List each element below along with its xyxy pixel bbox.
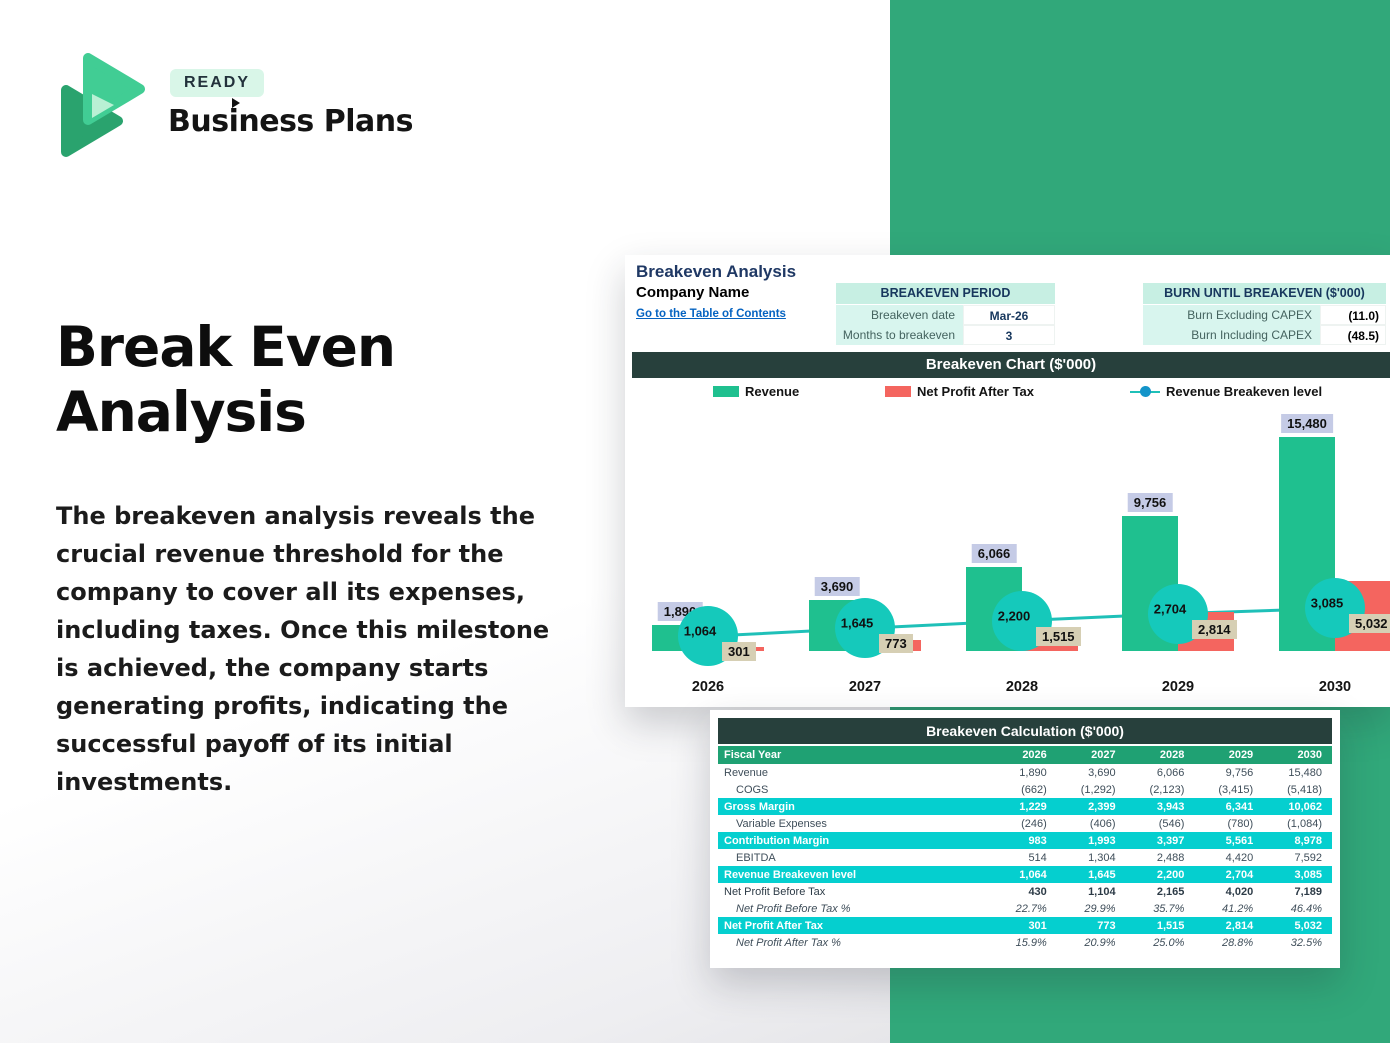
net-profit-swatch-icon — [885, 386, 911, 397]
net-profit-value-label: 2,814 — [1192, 619, 1237, 639]
x-axis-label: 2028 — [1005, 679, 1039, 695]
legend-item-revenue: Revenue — [713, 384, 799, 399]
breakeven-period-table: BREAKEVEN PERIOD Breakeven date Mar-26 M… — [836, 283, 1055, 345]
x-axis-label: 2027 — [848, 679, 882, 695]
net-profit-value-label: 773 — [879, 634, 913, 654]
calc-table-row: Net Profit Before Tax 430 1,104 2,165 4,020 7… — [724, 885, 1322, 898]
burn-incl-capex-label: Burn Including CAPEX — [1143, 325, 1320, 345]
sheet-title: Breakeven Analysis — [636, 262, 797, 281]
breakeven-value-label: 3,085 — [1310, 595, 1344, 611]
burn-incl-capex-value: (48.5) — [1320, 325, 1386, 345]
calc-table-row: Revenue 1,890 3,690 6,066 9,756 15,480 — [724, 766, 1322, 779]
calc-table-row: Net Profit After Tax % 15.9% 20.9% 25.0% 28.… — [736, 936, 1322, 949]
breakeven-chart-card: Breakeven Analysis Company Name Go to th… — [625, 255, 1390, 707]
breakeven-line-swatch-icon — [1130, 386, 1160, 397]
revenue-value-label: 9,756 — [1127, 493, 1173, 513]
net-profit-value-label: 301 — [722, 642, 756, 662]
calc-table-row: Contribution Margin 983 1,993 3,397 5,561 8,9… — [718, 832, 1332, 849]
table-of-contents-link[interactable]: Go to the Table of Contents — [636, 308, 786, 320]
breakeven-date-label: Breakeven date — [836, 305, 963, 325]
page-title: Break Even Analysis — [56, 315, 396, 444]
ready-badge: READY — [170, 69, 265, 97]
breakeven-value-label: 2,704 — [1153, 601, 1187, 617]
net-profit-value-label: 1,515 — [1036, 626, 1081, 646]
revenue-value-label: 15,480 — [1281, 414, 1333, 433]
x-axis-label: 2030 — [1318, 679, 1352, 695]
calc-table-row: EBITDA 514 1,304 2,488 4,420 7,592 — [736, 851, 1322, 864]
breakeven-date-value: Mar-26 — [963, 305, 1055, 325]
x-axis-label: 2029 — [1161, 679, 1195, 695]
legend-label: Revenue Breakeven level — [1166, 384, 1323, 399]
wordmark-play-icon — [232, 98, 240, 108]
breakeven-calculation-card: Breakeven Calculation ($'000) Fiscal Yea… — [710, 710, 1340, 968]
legend-item-net-profit: Net Profit After Tax — [885, 384, 1034, 399]
calc-table-row: Net Profit Before Tax % 22.7% 29.9% 35.7% 41… — [736, 902, 1322, 915]
chart-title: Breakeven Chart ($'000) — [632, 352, 1390, 378]
company-name: Company Name — [636, 284, 750, 301]
breakeven-period-header: BREAKEVEN PERIOD — [836, 283, 1055, 305]
months-to-breakeven-label: Months to breakeven — [836, 325, 963, 345]
table-row: Burn Including CAPEX (48.5) — [1143, 325, 1386, 345]
breakeven-value-label: 1,645 — [840, 615, 874, 631]
calc-table-row: Variable Expenses (246) (406) (546) (780) (1,… — [736, 817, 1322, 830]
burn-excl-capex-value: (11.0) — [1320, 305, 1386, 325]
revenue-swatch-icon — [713, 386, 739, 397]
calc-table-header-row: Fiscal Year 2026 2027 2028 2029 2030 — [718, 746, 1332, 764]
brand-wordmark: Business Plans — [168, 104, 413, 139]
calc-table-row: Net Profit After Tax 301 773 1,515 2,814 5,03… — [718, 917, 1332, 934]
calc-table-title: Breakeven Calculation ($'000) — [718, 718, 1332, 744]
net-profit-value-label: 5,032 — [1349, 614, 1390, 634]
table-row: Months to breakeven 3 — [836, 325, 1055, 345]
breakeven-value-label: 2,200 — [997, 608, 1031, 624]
table-row: Breakeven date Mar-26 — [836, 305, 1055, 325]
revenue-value-label: 6,066 — [971, 544, 1017, 564]
burn-until-breakeven-table: BURN UNTIL BREAKEVEN ($'000) Burn Exclud… — [1143, 283, 1386, 345]
calc-table: Fiscal Year 2026 2027 2028 2029 2030 Revenue 1,… — [718, 746, 1332, 951]
legend-label: Net Profit After Tax — [917, 384, 1035, 399]
revenue-value-label: 3,690 — [814, 576, 860, 596]
breakeven-value-label: 1,064 — [683, 623, 717, 639]
play-triangles-icon — [61, 53, 145, 157]
burn-excl-capex-label: Burn Excluding CAPEX — [1143, 305, 1320, 325]
legend-item-breakeven-level: Revenue Breakeven level — [1130, 384, 1322, 399]
calc-table-row: Revenue Breakeven level 1,064 1,645 2,200 2,… — [718, 866, 1332, 883]
months-to-breakeven-value: 3 — [963, 325, 1055, 345]
calc-table-row: Gross Margin 1,229 2,399 3,943 6,341 10,062 — [718, 798, 1332, 815]
calc-table-row: COGS (662) (1,292) (2,123) (3,415) (5,418) — [736, 783, 1322, 796]
x-axis-label: 2026 — [691, 679, 725, 695]
page-description: The breakeven analysis reveals the cruci… — [56, 502, 550, 796]
brand-logo: READY Business Plans — [52, 46, 452, 166]
legend-label: Revenue — [745, 384, 800, 399]
table-row: Burn Excluding CAPEX (11.0) — [1143, 305, 1386, 325]
burn-header: BURN UNTIL BREAKEVEN ($'000) — [1143, 283, 1386, 305]
chart-plot-area: 1,890 301 1,064 2026 3,690 773 1,645 2027 6,066 1… — [625, 255, 1390, 707]
